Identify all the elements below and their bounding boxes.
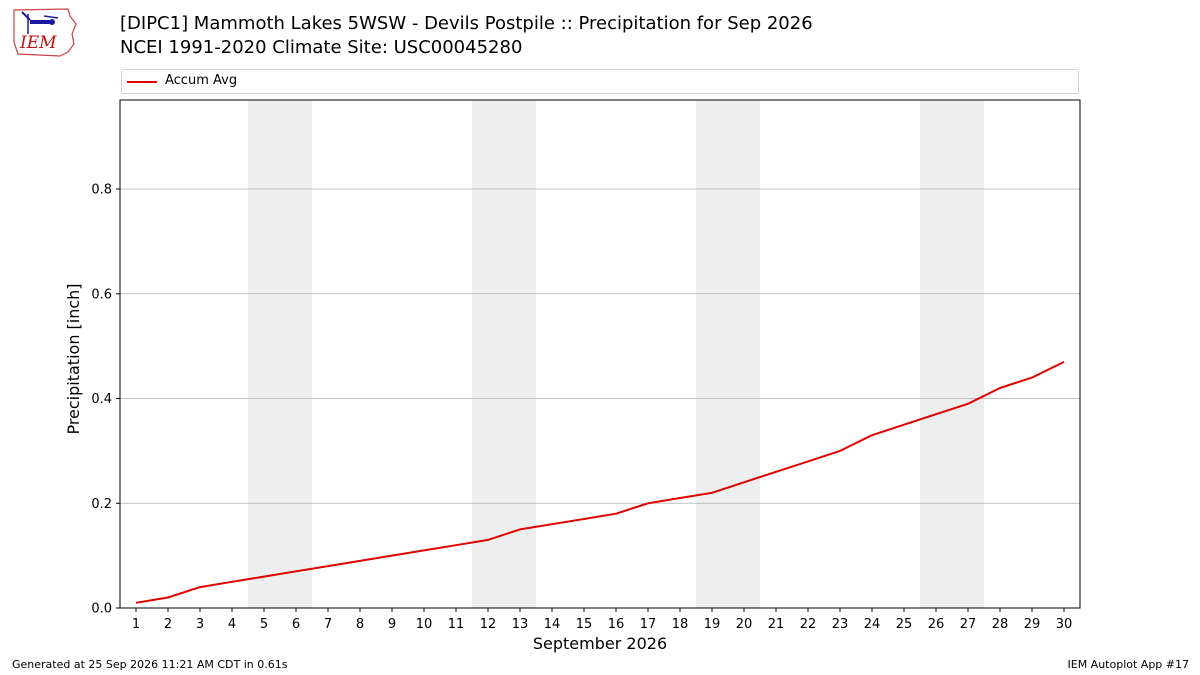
x-tick-label-22: 22: [800, 617, 817, 632]
title-line-1: [DIPC1] Mammoth Lakes 5WSW - Devils Post…: [120, 13, 813, 34]
x-tick-label-26: 26: [928, 617, 945, 632]
x-tick-label-28: 28: [992, 617, 1009, 632]
x-tick-label-27: 27: [960, 617, 977, 632]
plot-frame: [119, 99, 1081, 609]
footer-generated: Generated at 25 Sep 2026 11:21 AM CDT in…: [12, 658, 288, 671]
x-tick-label-11: 11: [448, 617, 465, 632]
x-axis-label: September 2026: [533, 634, 667, 653]
x-tick-label-8: 8: [356, 617, 364, 632]
weekend-band-1: [248, 100, 312, 608]
x-tick-label-23: 23: [832, 617, 849, 632]
x-tick-label-1: 1: [132, 617, 140, 632]
x-tick-label-3: 3: [196, 617, 204, 632]
y-axis-label: Precipitation [inch]: [64, 283, 83, 434]
svg-text:IEM: IEM: [19, 33, 57, 53]
y-tick-label-0: 0.0: [91, 602, 112, 617]
chart-legend: Accum Avg: [121, 69, 1079, 94]
x-tick-label-19: 19: [704, 617, 721, 632]
x-tick-label-7: 7: [324, 617, 332, 632]
y-tick-label-1: 0.2: [91, 497, 112, 512]
x-tick-label-16: 16: [608, 617, 625, 632]
series-line-accum-avg: [135, 361, 1065, 604]
footer-app: IEM Autoplot App #17: [1067, 658, 1190, 671]
x-tick-label-12: 12: [480, 617, 497, 632]
x-tick-label-13: 13: [512, 617, 529, 632]
y-tick-label-2: 0.4: [91, 392, 112, 407]
x-tick-label-2: 2: [164, 617, 172, 632]
x-tick-label-17: 17: [640, 617, 657, 632]
x-tick-label-20: 20: [736, 617, 753, 632]
x-tick-label-10: 10: [416, 617, 433, 632]
x-tick-label-5: 5: [260, 617, 268, 632]
y-tick-label-4: 0.8: [91, 183, 112, 198]
weekend-band-2: [472, 100, 536, 608]
title-line-2: NCEI 1991-2020 Climate Site: USC00045280: [120, 37, 523, 58]
x-tick-label-6: 6: [292, 617, 300, 632]
x-tick-label-15: 15: [576, 617, 593, 632]
x-tick-label-4: 4: [228, 617, 236, 632]
x-tick-label-18: 18: [672, 617, 689, 632]
x-tick-label-21: 21: [768, 617, 785, 632]
weekend-band-4: [920, 100, 984, 608]
y-tick-label-3: 0.6: [91, 287, 112, 302]
x-tick-label-29: 29: [1024, 617, 1041, 632]
x-tick-label-14: 14: [544, 617, 561, 632]
legend-swatch-accum-avg: [127, 81, 157, 83]
x-tick-label-25: 25: [896, 617, 913, 632]
x-tick-label-24: 24: [864, 617, 881, 632]
legend-label-accum-avg: Accum Avg: [165, 73, 238, 88]
chart-title: [DIPC1] Mammoth Lakes 5WSW - Devils Post…: [120, 12, 813, 60]
weekend-band-3: [696, 100, 760, 608]
x-tick-label-9: 9: [388, 617, 396, 632]
x-tick-label-30: 30: [1056, 617, 1073, 632]
iem-logo-icon: IEM: [13, 8, 77, 57]
